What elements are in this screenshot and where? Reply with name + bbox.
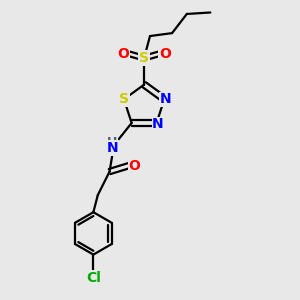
Text: H: H xyxy=(107,136,118,148)
Text: O: O xyxy=(159,47,171,61)
Text: N: N xyxy=(107,141,118,155)
Text: O: O xyxy=(129,159,140,173)
Text: N: N xyxy=(160,92,172,106)
Text: N: N xyxy=(152,118,164,131)
Text: S: S xyxy=(139,51,149,65)
Text: Cl: Cl xyxy=(86,271,101,285)
Text: O: O xyxy=(118,47,129,61)
Text: S: S xyxy=(119,92,129,106)
